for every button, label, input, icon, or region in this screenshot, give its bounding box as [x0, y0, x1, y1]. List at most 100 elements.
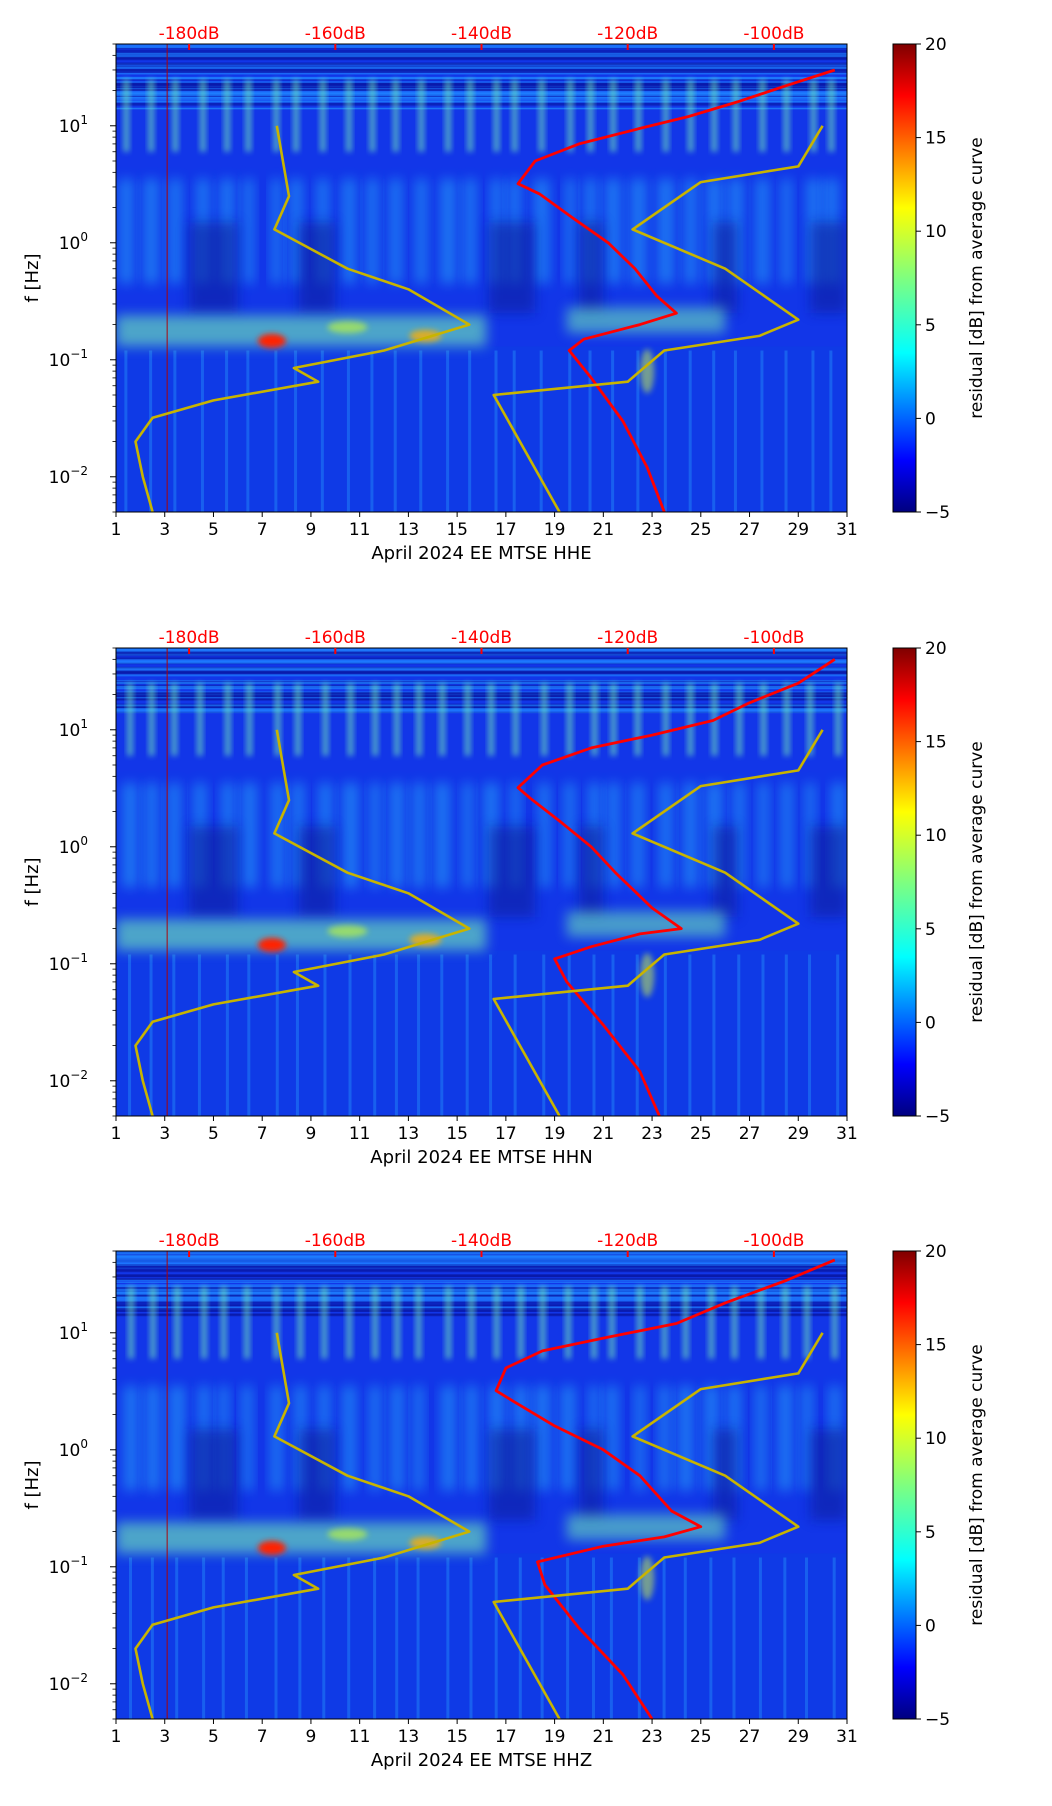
quiet-region [298, 826, 336, 918]
daily-burst-hf [541, 683, 548, 756]
y-axis-label: f [Hz] [22, 857, 43, 906]
daily-burst-hf [347, 683, 354, 756]
daily-burst-hf [662, 683, 669, 756]
daily-burst [342, 1386, 356, 1491]
daily-burst [389, 783, 405, 888]
reference-curve-1 [134, 729, 471, 1116]
colorbar-tick-label: 0 [925, 409, 936, 429]
daily-streak [225, 954, 229, 1116]
top-db-label: -180dB [159, 1231, 220, 1251]
reference-curve-1 [134, 1332, 471, 1719]
daily-burst-hf [171, 683, 178, 756]
hf-line [116, 1286, 847, 1289]
y-tick-base: 10 [59, 721, 81, 741]
daily-burst [122, 783, 138, 888]
quiet-region [488, 222, 536, 314]
x-tick-label: 15 [446, 1124, 468, 1144]
daily-streak [784, 954, 788, 1116]
hf-line [116, 56, 847, 59]
x-tick-label: 21 [593, 1727, 615, 1747]
daily-streak [540, 1557, 544, 1719]
x-tick-label: 25 [690, 520, 712, 540]
hf-line [116, 81, 847, 83]
daily-burst [415, 179, 428, 284]
daily-burst-hf [464, 683, 471, 756]
daily-burst-hf [687, 683, 694, 756]
daily-burst [169, 1386, 186, 1491]
daily-burst-hf [610, 683, 617, 756]
daily-streak [609, 1557, 613, 1719]
colorbar-label: residual [dB] from average curve [967, 1344, 987, 1625]
hf-line [116, 85, 847, 89]
hf-line [116, 1296, 847, 1300]
hf-line [116, 83, 847, 85]
daily-streak [446, 350, 450, 512]
daily-burst-hf [831, 1286, 838, 1359]
y-tick-label: 10−2 [49, 1671, 88, 1695]
daily-burst [119, 179, 134, 284]
microseism-peak [409, 933, 442, 946]
daily-burst-hf [682, 1286, 689, 1359]
x-tick-label: 27 [739, 1124, 761, 1144]
top-db-label: -160dB [305, 24, 366, 44]
daily-streak [760, 350, 764, 512]
daily-streak [202, 1557, 206, 1719]
daily-burst-hf [273, 1286, 280, 1359]
psd-curve [494, 1258, 836, 1719]
hf-line [116, 100, 847, 102]
y-tick-base: 10 [59, 1324, 81, 1344]
daily-burst-hf [172, 79, 179, 152]
colorbar-tick-label: 20 [925, 35, 947, 55]
daily-streak [370, 350, 374, 512]
y-tick-exponent: 1 [80, 717, 88, 731]
daily-burst-hf [439, 683, 446, 756]
hf-line [116, 1314, 847, 1317]
hf-line [116, 49, 847, 53]
x-tick-label: 1 [111, 1727, 122, 1747]
daily-burst-hf [148, 79, 155, 152]
hf-line [116, 62, 847, 65]
hf-line [116, 687, 847, 690]
colorbar-tick-label: 10 [925, 826, 947, 846]
colorbar-tick-label: −5 [925, 1107, 950, 1127]
daily-burst-hf [346, 1286, 353, 1359]
microseism-peak [409, 1536, 442, 1549]
daily-streak [129, 1557, 133, 1719]
top-db-label: -100dB [743, 24, 804, 44]
y-tick-exponent: −2 [70, 464, 88, 478]
daily-streak [592, 954, 596, 1116]
daily-streak [663, 954, 667, 1116]
hf-line [116, 1277, 847, 1281]
microseism-peak [327, 321, 368, 334]
daily-streak [295, 954, 299, 1116]
daily-burst [241, 1386, 253, 1491]
daily-streak [709, 1557, 713, 1719]
x-tick-label: 9 [306, 1727, 317, 1747]
daily-burst [462, 783, 473, 888]
colorbar-tick-label: 20 [925, 1242, 947, 1262]
daily-burst-hf [566, 683, 573, 756]
daily-streak [829, 350, 833, 512]
y-tick-exponent: −1 [70, 347, 88, 361]
daily-burst-hf [149, 1286, 156, 1359]
daily-burst [658, 1386, 671, 1491]
x-tick-label: 23 [641, 1124, 663, 1144]
daily-streak [832, 1557, 836, 1719]
daily-burst-hf [445, 79, 452, 152]
daily-streak [494, 1557, 498, 1719]
daily-burst-hf [123, 79, 130, 152]
microseism-peak [257, 333, 286, 348]
daily-burst [434, 783, 450, 888]
hf-line [116, 685, 847, 689]
quiet-region [488, 1429, 536, 1521]
daily-burst-hf [199, 79, 206, 152]
top-db-label: -160dB [305, 628, 366, 648]
hf-line [116, 84, 847, 86]
daily-burst-hf [538, 79, 545, 152]
daily-burst-hf [810, 79, 817, 152]
daily-burst [143, 179, 159, 284]
daily-burst-hf [201, 1286, 208, 1359]
x-tick-label: 13 [398, 1727, 420, 1747]
spike [640, 349, 655, 394]
hf-line [116, 95, 847, 99]
